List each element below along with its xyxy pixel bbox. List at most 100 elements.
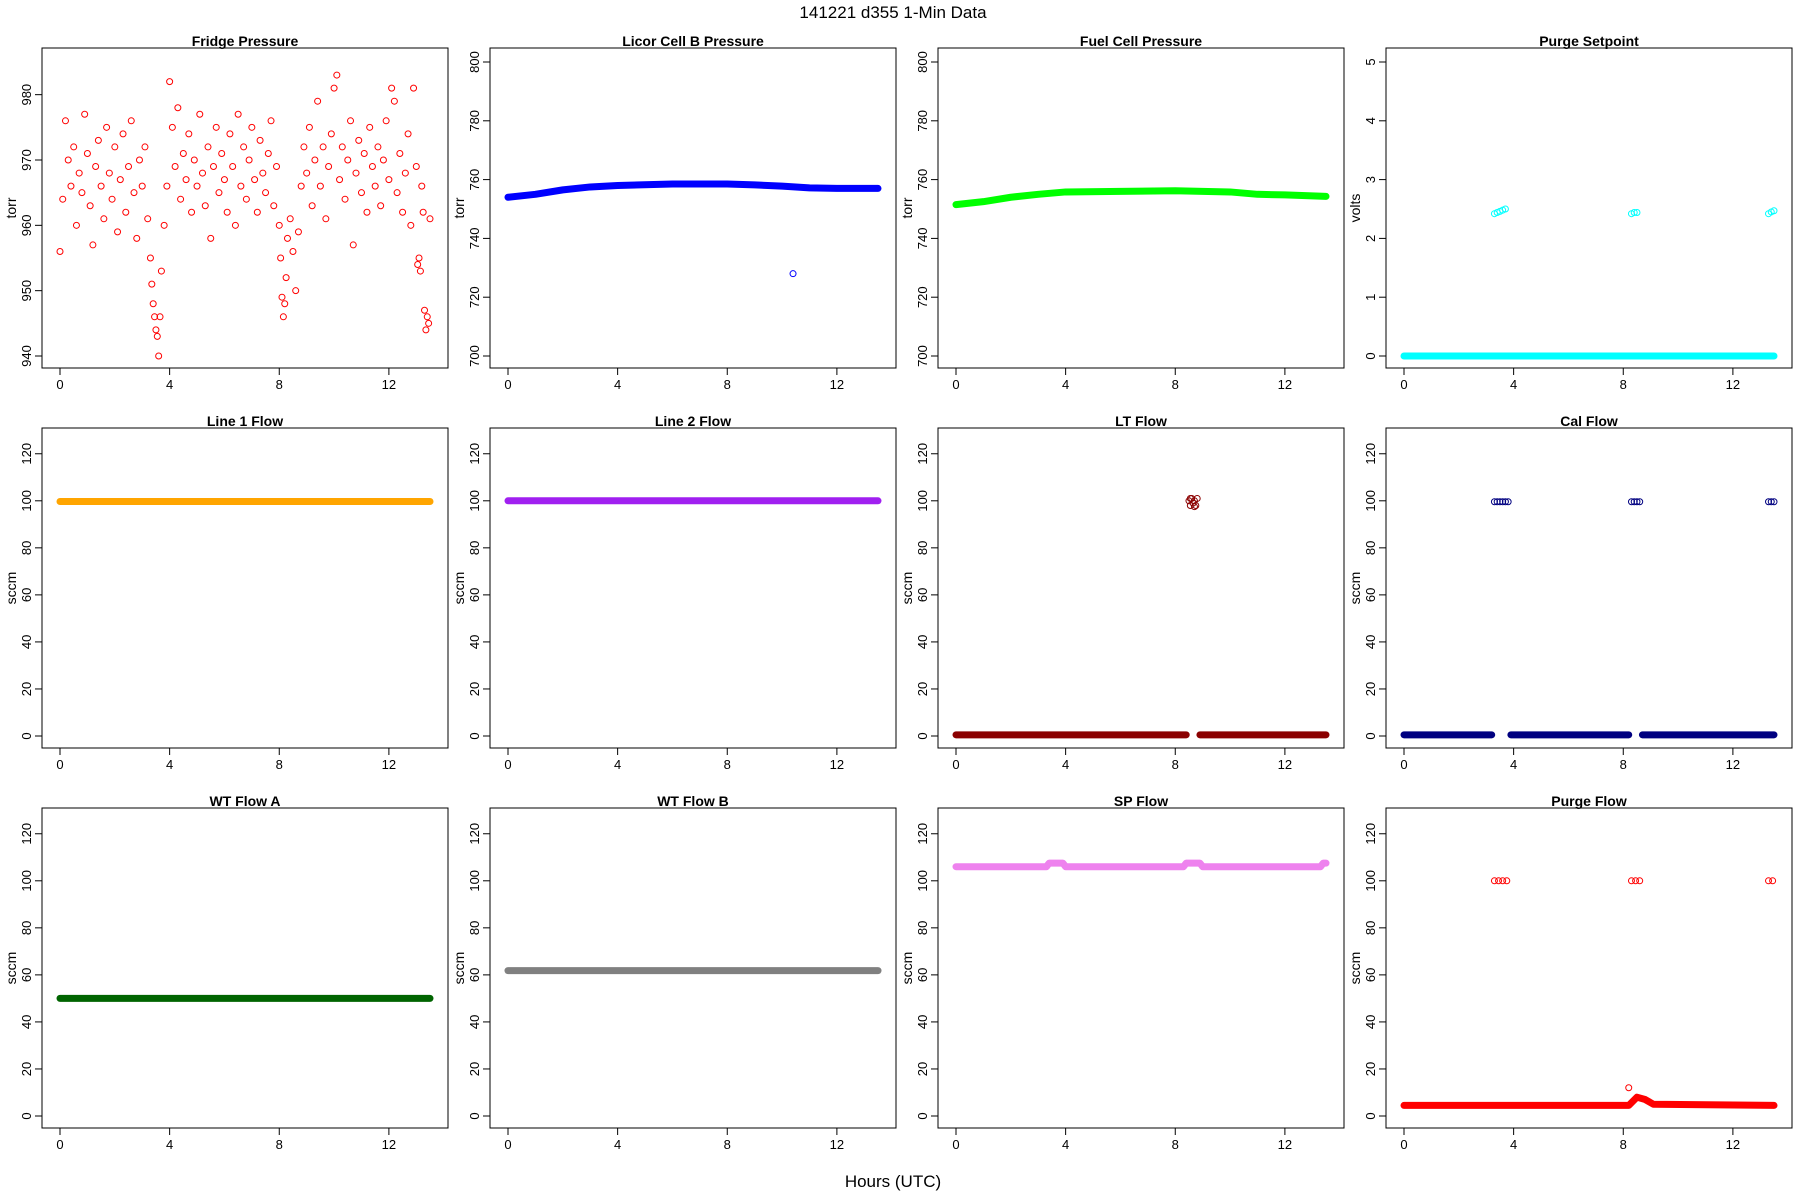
y-tick-label: 120 [467,823,482,845]
panel-title: WT Flow A [209,793,280,809]
data-point [1633,209,1641,217]
x-tick-label: 0 [1400,377,1407,392]
data-point [149,300,157,308]
data-point [416,267,424,275]
data-point [130,189,138,197]
data-point [135,156,143,164]
data-point [152,326,160,334]
x-tick-label: 8 [1172,1137,1179,1152]
y-tick-label: 100 [1363,870,1378,892]
data-point [156,313,164,321]
data-point [148,280,156,288]
x-tick-label: 12 [830,1137,844,1152]
y-tick-label: 740 [467,228,482,250]
y-tick-label: 80 [915,921,930,935]
data-point [322,215,330,223]
y-tick-label: 40 [915,635,930,649]
data-point [1186,494,1194,502]
y-tick-label: 800 [467,51,482,73]
data-point [270,202,278,210]
data-point [212,123,220,131]
series-band [952,859,1330,871]
data-point [160,221,168,229]
y-tick-label: 20 [19,1062,34,1076]
plot-frame [41,807,449,1129]
y-tick-label: 940 [19,345,34,367]
data-point [1625,1084,1633,1092]
x-tick-label: 0 [504,377,511,392]
data-point [1627,498,1635,506]
data-point [1632,877,1640,885]
data-point [67,182,75,190]
data-point [229,163,237,171]
y-tick-label: 40 [19,1015,34,1029]
panel-title: Purge Flow [1551,793,1627,809]
y-tick-label: 0 [1363,1112,1378,1119]
data-point [119,130,127,138]
data-point [108,195,116,203]
y-axis-label: sccm [1347,572,1363,605]
data-point [114,228,122,236]
data-point [56,247,64,255]
y-tick-label: 120 [1363,443,1378,465]
y-tick-label: 40 [19,635,34,649]
data-point [341,195,349,203]
data-point [366,123,374,131]
y-axis-label: sccm [1347,952,1363,985]
y-tick-label: 0 [915,732,930,739]
y-tick-label: 0 [19,732,34,739]
data-point [1503,877,1511,885]
data-point [1501,498,1509,506]
data-point [300,143,308,151]
data-point [352,169,360,177]
data-point [64,156,72,164]
plot-frame [1385,807,1793,1129]
x-tick-label: 4 [166,377,173,392]
x-tick-label: 0 [952,757,959,772]
y-tick-label: 720 [915,286,930,308]
data-point [163,182,171,190]
data-point [297,182,305,190]
panel-title: Line 1 Flow [207,413,283,429]
data-point [789,270,797,278]
y-tick-label: 80 [467,541,482,555]
data-point [223,208,231,216]
y-tick-label: 760 [915,169,930,191]
series-band [504,180,882,201]
y-tick-label: 960 [19,214,34,236]
data-point [264,149,272,157]
x-tick-label: 8 [724,757,731,772]
data-point [308,202,316,210]
data-point [155,352,163,360]
data-point [379,156,387,164]
data-point [116,176,124,184]
data-point [196,110,204,118]
data-point [385,176,393,184]
x-tick-label: 4 [614,757,621,772]
y-tick-label: 40 [467,1015,482,1029]
x-axis-label: Hours (UTC) [845,1172,941,1191]
data-point [1769,877,1777,885]
data-point [1190,503,1198,511]
data-point [1630,498,1638,506]
y-tick-label: 120 [19,443,34,465]
x-tick-label: 0 [952,1137,959,1152]
data-point [415,254,423,262]
x-tick-label: 8 [276,377,283,392]
x-tick-label: 0 [952,377,959,392]
y-axis-label: sccm [3,572,19,605]
data-point [1501,205,1509,213]
data-point [190,156,198,164]
y-tick-label: 0 [467,1112,482,1119]
x-tick-label: 8 [724,377,731,392]
y-tick-label: 720 [467,286,482,308]
y-tick-label: 100 [467,490,482,512]
y-axis-label: torr [899,197,915,218]
data-point [97,182,105,190]
data-point [412,163,420,171]
data-point [401,169,409,177]
data-point [425,319,433,327]
data-point [157,267,165,275]
